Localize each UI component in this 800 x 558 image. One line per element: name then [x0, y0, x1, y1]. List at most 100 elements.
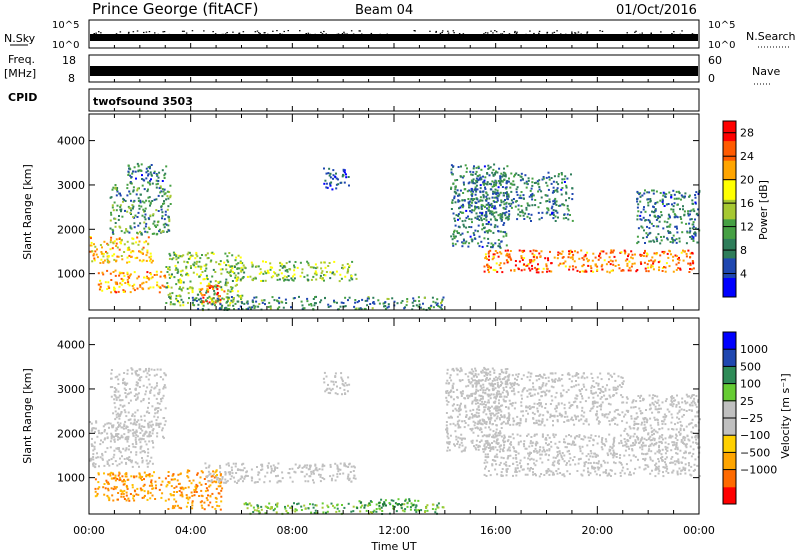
- power-cell: [122, 201, 124, 203]
- power-cell: [483, 227, 485, 229]
- velocity-cell: [341, 504, 343, 506]
- velocity-cell: [271, 470, 273, 472]
- power-cell: [508, 213, 510, 215]
- velocity-cell: [110, 423, 112, 425]
- velocity-cell: [347, 376, 349, 378]
- power-cell: [678, 262, 680, 264]
- nsky-sample: [642, 36, 644, 37]
- power-cell: [333, 300, 335, 302]
- power-cell: [681, 222, 683, 224]
- velocity-cell: [158, 407, 160, 409]
- power-cell: [122, 289, 124, 291]
- power-cell: [226, 284, 228, 286]
- velocity-cell: [305, 508, 307, 510]
- velocity-cell: [151, 485, 153, 487]
- nsky-sample: [655, 37, 657, 38]
- power-cell: [162, 230, 164, 232]
- velocity-cell: [149, 421, 151, 423]
- power-cell: [658, 266, 660, 268]
- nsky-sample: [680, 34, 682, 35]
- power-cell: [684, 250, 686, 252]
- power-cell: [400, 302, 402, 304]
- nsky-sample: [320, 32, 322, 33]
- velocity-cell: [414, 500, 416, 502]
- velocity-cell: [172, 494, 174, 496]
- power-cell: [643, 209, 645, 211]
- velocity-cell: [194, 494, 196, 496]
- power-cell: [510, 250, 512, 252]
- power-cell: [458, 207, 460, 209]
- velocity-cell: [200, 490, 202, 492]
- nsky-sample: [152, 38, 154, 39]
- velocity-cell: [219, 467, 221, 469]
- velocity-cell: [381, 510, 383, 512]
- power-cell: [491, 180, 493, 182]
- power-cell: [693, 208, 695, 210]
- velocity-cell: [135, 399, 137, 401]
- power-cell: [488, 223, 490, 225]
- power-cell: [692, 203, 694, 205]
- velocity-cell: [299, 465, 301, 467]
- power-cell: [206, 288, 208, 290]
- velocity-cell: [109, 475, 111, 477]
- power-cell: [488, 251, 490, 253]
- velocity-cell: [149, 431, 151, 433]
- power-cell: [197, 266, 199, 268]
- nsky-tick-top: 10^5: [52, 20, 79, 31]
- power-cell: [158, 210, 160, 212]
- power-cell: [655, 216, 657, 218]
- power-cell: [420, 307, 422, 309]
- power-cell: [531, 188, 533, 190]
- power-cell: [131, 173, 133, 175]
- velocity-cell: [308, 475, 310, 477]
- velocity-cell: [237, 469, 239, 471]
- power-colorbar-segment: [723, 199, 736, 219]
- power-cell: [507, 250, 509, 252]
- power-cell: [158, 177, 160, 179]
- power-cell: [342, 264, 344, 266]
- velocity-cell: [449, 449, 451, 451]
- power-cell: [687, 210, 689, 212]
- nsky-sample: [490, 31, 492, 32]
- power-cell: [403, 307, 405, 309]
- velocity-cell: [186, 506, 188, 508]
- velocity-cell: [241, 476, 243, 478]
- velocity-cell: [624, 472, 626, 474]
- velocity-cell: [489, 371, 491, 373]
- power-cell: [471, 202, 473, 204]
- velocity-cell: [453, 443, 455, 445]
- nsky-sample: [169, 34, 171, 35]
- velocity-cell: [375, 511, 377, 513]
- power-cell: [553, 214, 555, 216]
- power-cell: [558, 173, 560, 175]
- power-cell: [651, 211, 653, 213]
- power-cell: [323, 183, 325, 185]
- power-cell: [217, 281, 219, 283]
- power-cell: [230, 291, 232, 293]
- velocity-cell: [121, 475, 123, 477]
- power-cell: [488, 271, 490, 273]
- power-cell: [529, 196, 531, 198]
- power-cell: [568, 269, 570, 271]
- power-cell: [646, 226, 648, 228]
- power-cell: [571, 198, 573, 200]
- power-cell: [486, 192, 488, 194]
- power-cell: [145, 223, 147, 225]
- velocity-cell: [233, 463, 235, 465]
- power-cell: [115, 270, 117, 272]
- velocity-cell: [304, 475, 306, 477]
- power-cell: [97, 256, 99, 258]
- power-cell: [581, 265, 583, 267]
- power-cell: [491, 172, 493, 174]
- velocity-cell: [478, 449, 480, 451]
- power-cell: [137, 225, 139, 227]
- power-cell: [190, 281, 192, 283]
- velocity-cell: [92, 458, 94, 460]
- nsky-sample: [232, 36, 234, 37]
- power-cell: [574, 250, 576, 252]
- power-cell: [568, 256, 570, 258]
- velocity-cell: [244, 467, 246, 469]
- power-cell: [149, 166, 151, 168]
- power-cell: [504, 231, 506, 233]
